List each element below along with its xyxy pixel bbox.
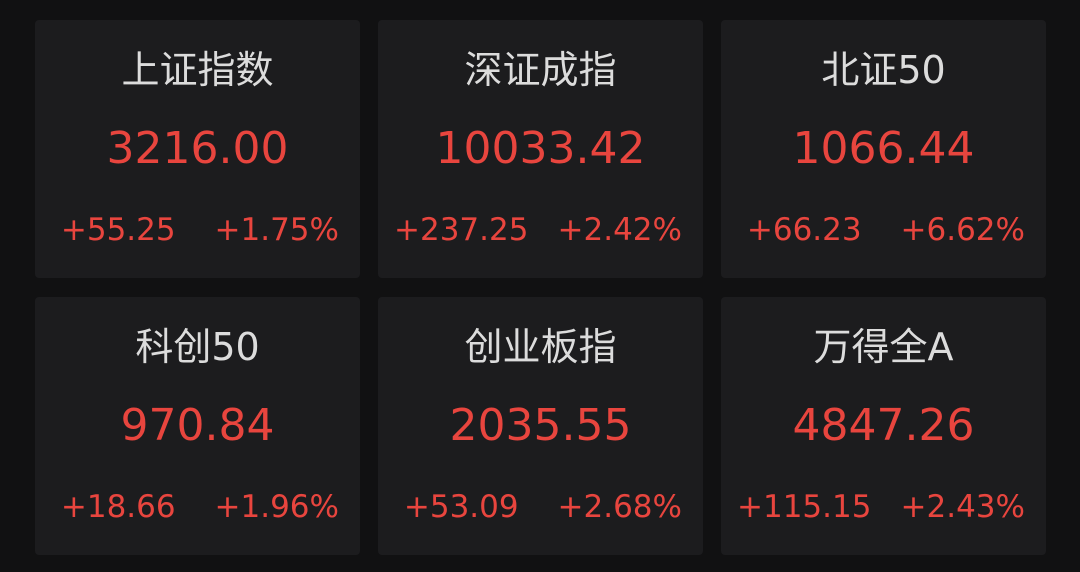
index-value: 3216.00: [106, 123, 289, 174]
index-card-star50[interactable]: 科创50 970.84 +18.66 +1.96%: [35, 297, 360, 555]
index-change-percent: +2.68%: [557, 489, 682, 525]
index-change-percent: +1.75%: [214, 212, 339, 248]
index-name: 北证50: [821, 48, 946, 92]
index-change-percent: +2.43%: [900, 489, 1025, 525]
index-card-sse-composite[interactable]: 上证指数 3216.00 +55.25 +1.75%: [35, 20, 360, 278]
index-value: 10033.42: [435, 123, 646, 174]
index-change-percent: +2.42%: [557, 212, 682, 248]
index-change: +18.66: [60, 489, 176, 525]
index-card-szse-component[interactable]: 深证成指 10033.42 +237.25 +2.42%: [378, 20, 703, 278]
index-name: 深证成指: [464, 48, 617, 92]
index-value: 2035.55: [449, 400, 632, 451]
index-change: +115.15: [737, 489, 872, 525]
index-card-wind-all-a[interactable]: 万得全A 4847.26 +115.15 +2.43%: [721, 297, 1046, 555]
index-change-percent: +1.96%: [214, 489, 339, 525]
index-change: +66.23: [746, 212, 862, 248]
index-card-bse50[interactable]: 北证50 1066.44 +66.23 +6.62%: [721, 20, 1046, 278]
index-change: +55.25: [60, 212, 176, 248]
index-name: 上证指数: [121, 48, 274, 92]
index-change-percent: +6.62%: [900, 212, 1025, 248]
index-value: 1066.44: [792, 123, 975, 174]
index-card-chinext[interactable]: 创业板指 2035.55 +53.09 +2.68%: [378, 297, 703, 555]
index-name: 创业板指: [464, 325, 617, 369]
index-change: +53.09: [403, 489, 519, 525]
index-change: +237.25: [394, 212, 529, 248]
index-name: 万得全A: [813, 325, 954, 369]
index-value: 4847.26: [792, 400, 975, 451]
index-value: 970.84: [120, 400, 275, 451]
index-name: 科创50: [135, 325, 260, 369]
